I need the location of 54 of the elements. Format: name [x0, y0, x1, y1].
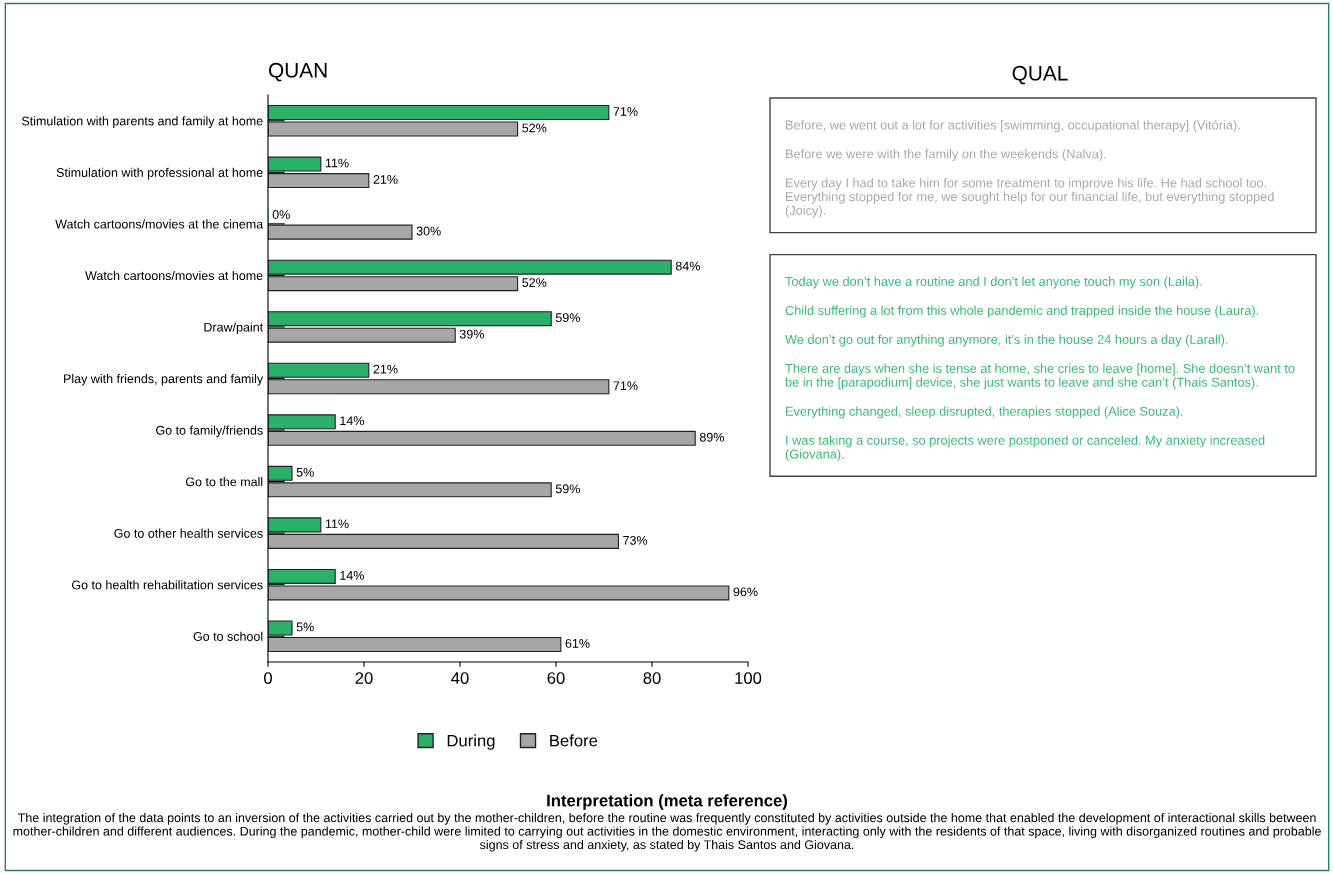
y-tick-label: Go to other health services — [114, 528, 263, 538]
text: Every day I had to take him for some treatment to improve his life. He had school too. Everything stopped for me, we sought help for our financial life, but everything stopped (Joicy). — [785, 178, 1274, 218]
x-tick-label: 60 — [547, 672, 565, 684]
text: Before we were with the family on the weekends (Nalva). — [786, 149, 1106, 161]
y-tick-label: Watch cartoons/movies at the cinema — [55, 219, 264, 229]
data-label: 52% — [522, 278, 547, 288]
x-tick-label: 80 — [643, 672, 661, 684]
y-tick-label: Watch cartoons/movies at home — [85, 270, 263, 281]
data-label: 0% — [272, 210, 290, 219]
y-tick-label: Go to health rehabilitation services — [72, 580, 263, 590]
data-label: 5% — [296, 467, 314, 477]
data-label: 73% — [623, 535, 648, 545]
data-label: 84% — [675, 261, 700, 271]
y-tick-label: Draw/paint — [204, 322, 264, 335]
legend-label: During — [447, 734, 495, 750]
text: Before, we went out a lot for activities [swimming, occupational therapy] (Vitória). — [786, 120, 1240, 133]
legend-label: Before — [550, 734, 598, 747]
data-label: 96% — [733, 587, 758, 597]
text: QUAL — [1012, 65, 1068, 85]
text: Everything changed, sleep disrupted, therapies stopped (Alice Souza). — [786, 406, 1183, 419]
data-label: 5% — [296, 622, 314, 632]
y-tick-label: Go to school — [193, 631, 263, 641]
data-label: 14% — [340, 416, 364, 426]
data-label: 30% — [416, 226, 441, 236]
data-label: 21% — [373, 175, 398, 184]
x-tick-label: 40 — [451, 672, 469, 684]
y-tick-label: Go to the mall — [185, 477, 263, 487]
y-tick-label: Play with friends, parents and family — [64, 373, 264, 386]
data-label: 59% — [555, 313, 580, 323]
x-tick-label: 0 — [264, 672, 272, 684]
text: We don’t go out for anything anymore, it’s in the house 24 hours a day (Larall). — [785, 334, 1228, 347]
data-label: 61% — [565, 638, 590, 648]
text: The integration of the data points to an inversion of the activities carried out by the mother-children, before the routine was frequently constituted by activities outside the home that enabled the development of interactional skills between mother-children and different audiences. During the pandemic, mother-child were limited to carrying out activities in the domestic environment, interacting only with the residents of that space, living with disorganized routines and probable signs of stress and anxiety, as stated by Thais Santos and Giovana. — [13, 813, 1321, 852]
chart-title: QUAN — [268, 62, 327, 82]
text: There are days when she is tense at home, she cries to leave [home]. She doesn’t want to be in the [parapodium] device, she just wants to leave and she can’t (Thais Santos). — [785, 363, 1295, 390]
x-tick-label: 100 — [735, 672, 762, 684]
data-label: 39% — [459, 329, 484, 339]
y-tick-label: Go to family/friends — [156, 425, 263, 438]
x-tick-label: 20 — [355, 672, 373, 684]
data-label: 71% — [613, 107, 638, 116]
data-label: 11% — [325, 519, 349, 529]
text: Child suffering a lot from this whole pandemic and trapped inside the house (Laura). — [785, 305, 1259, 318]
data-label: 21% — [373, 364, 398, 374]
data-label: 71% — [613, 381, 638, 391]
data-label: 14% — [340, 570, 364, 580]
y-tick-label: Stimulation with parents and family at home — [21, 116, 263, 128]
y-tick-label: Stimulation with professional at home — [56, 167, 263, 180]
data-label: 89% — [699, 432, 724, 442]
text: Today we don’t have a routine and I don’t let anyone touch my son (Laila). — [785, 276, 1202, 289]
data-label: 59% — [555, 484, 580, 494]
text: I was taking a course, so projects were postponed or canceled. My anxiety increased (Giovana). — [785, 435, 1265, 462]
data-label: 11% — [325, 158, 349, 168]
text: Interpretation (meta reference) — [547, 794, 788, 810]
data-label: 52% — [522, 123, 547, 133]
